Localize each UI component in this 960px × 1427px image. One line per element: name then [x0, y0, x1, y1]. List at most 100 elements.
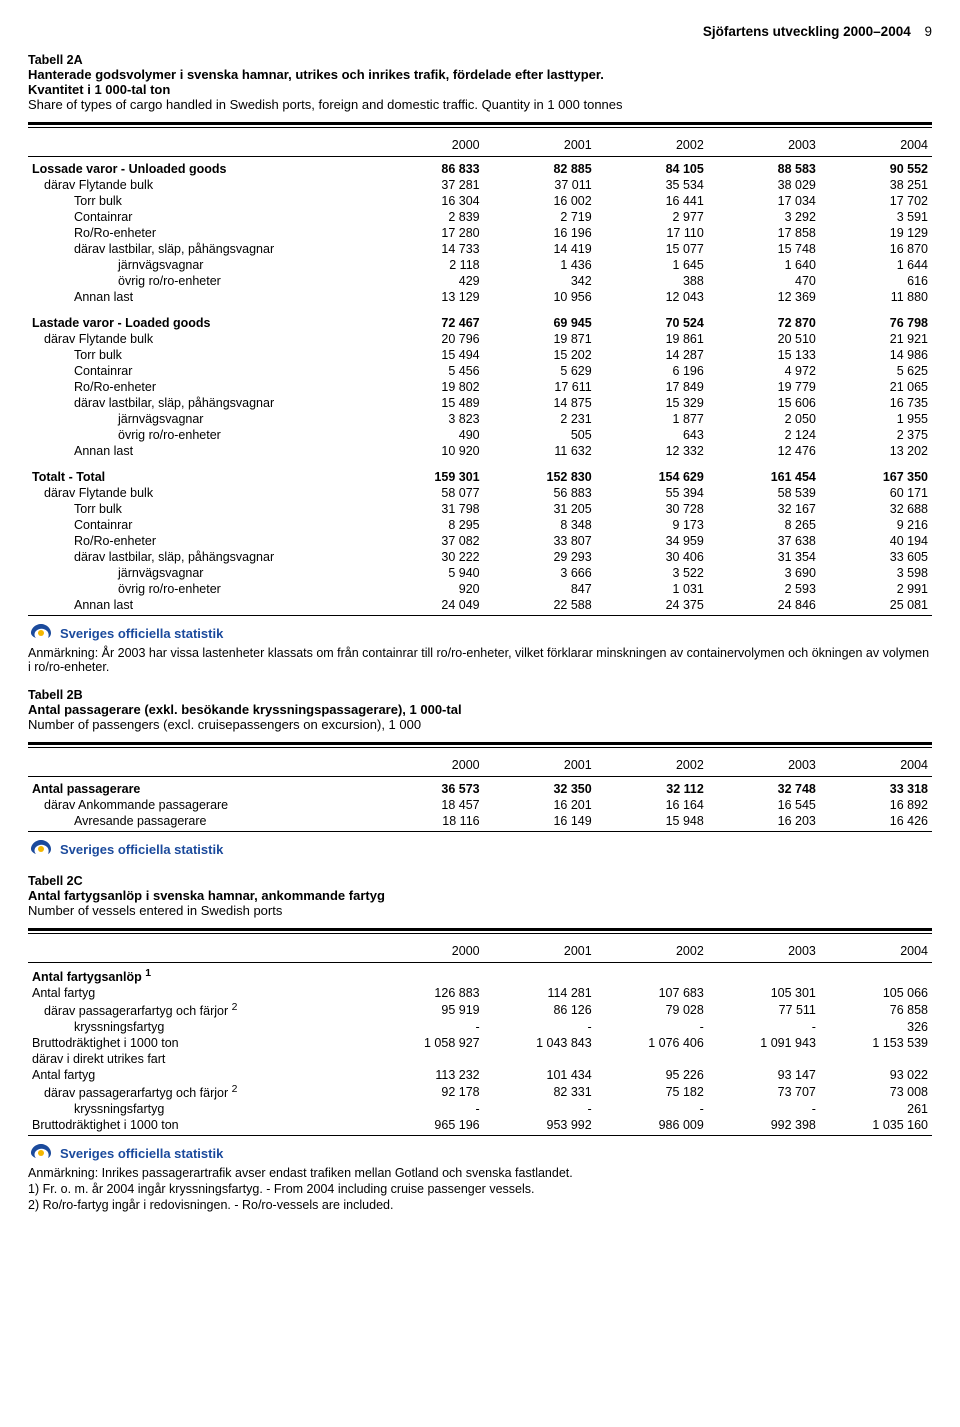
table-row: Containrar8 2958 3489 1738 2659 216: [28, 517, 932, 533]
row-label: Ro/Ro-enheter: [28, 225, 372, 241]
cell: 9 216: [820, 517, 932, 533]
row-label: järnvägsvagnar: [28, 411, 372, 427]
header-title: Sjöfartens utveckling 2000–2004: [703, 24, 911, 39]
table-2b-block: Tabell 2B Antal passagerare (exkl. besök…: [28, 688, 932, 860]
cell: 31 798: [372, 501, 484, 517]
logo-text: Sveriges officiella statistik: [60, 1146, 223, 1161]
cell: 76 798: [820, 315, 932, 331]
table-row: Containrar5 4565 6296 1964 9725 625: [28, 363, 932, 379]
table-row: Annan last10 92011 63212 33212 47613 202: [28, 443, 932, 459]
cell: 12 332: [596, 443, 708, 459]
table-2c-title-sv: Antal fartygsanlöp i svenska hamnar, ank…: [28, 888, 385, 903]
cell: 95 226: [596, 1067, 708, 1083]
cell: 16 441: [596, 193, 708, 209]
cell: 72 467: [372, 315, 484, 331]
cell: 95 919: [372, 1001, 484, 1019]
table-row: Bruttodräktighet i 1000 ton1 058 9271 04…: [28, 1035, 932, 1051]
table-row: därav lastbilar, släp, påhängsvagnar15 4…: [28, 395, 932, 411]
cell: 38 029: [708, 177, 820, 193]
cell: 15 489: [372, 395, 484, 411]
table-2a-title-sv: Hanterade godsvolymer i svenska hamnar, …: [28, 67, 604, 82]
row-label: Torr bulk: [28, 347, 372, 363]
page-header: Sjöfartens utveckling 2000–2004 9: [28, 24, 932, 39]
cell: 342: [484, 273, 596, 289]
cell: 953 992: [484, 1117, 596, 1133]
cell: 2 375: [820, 427, 932, 443]
cell: 986 009: [596, 1117, 708, 1133]
cell: 6 196: [596, 363, 708, 379]
cell: [484, 1051, 596, 1067]
cell: 3 690: [708, 565, 820, 581]
table-2b-id: Tabell 2B: [28, 688, 83, 702]
cell: 82 331: [484, 1083, 596, 1101]
cell: [708, 1051, 820, 1067]
table-row: Antal fartygsanlöp 1: [28, 967, 932, 985]
cell: 5 629: [484, 363, 596, 379]
cell: 1 153 539: [820, 1035, 932, 1051]
cell: 32 350: [484, 781, 596, 797]
cell: 12 369: [708, 289, 820, 305]
cell: 16 149: [484, 813, 596, 829]
row-label: Lossade varor - Unloaded goods: [28, 161, 372, 177]
cell: 32 112: [596, 781, 708, 797]
cell: 14 986: [820, 347, 932, 363]
cell: 17 858: [708, 225, 820, 241]
cell: 2 991: [820, 581, 932, 597]
year-col: 2001: [484, 134, 596, 157]
table-row: Ro/Ro-enheter37 08233 80734 95937 63840 …: [28, 533, 932, 549]
cell: 3 591: [820, 209, 932, 225]
cell: 24 049: [372, 597, 484, 613]
cell: 11 880: [820, 289, 932, 305]
row-label: därav passagerarfartyg och färjor 2: [28, 1083, 372, 1101]
cell: -: [708, 1019, 820, 1035]
cell: 114 281: [484, 985, 596, 1001]
table-2c-note1: Anmärkning: Inrikes passagerartrafik avs…: [28, 1166, 932, 1180]
cell: 643: [596, 427, 708, 443]
table-row: därav passagerarfartyg och färjor 295 91…: [28, 1001, 932, 1019]
row-label: Bruttodräktighet i 1000 ton: [28, 1117, 372, 1133]
row-label: därav lastbilar, släp, påhängsvagnar: [28, 549, 372, 565]
row-label: Antal fartyg: [28, 1067, 372, 1083]
cell: 1 091 943: [708, 1035, 820, 1051]
logo-text: Sveriges officiella statistik: [60, 842, 223, 857]
cell: 14 419: [484, 241, 596, 257]
table-row: övrig ro/ro-enheter9208471 0312 5932 991: [28, 581, 932, 597]
cell: 5 940: [372, 565, 484, 581]
cell: 2 593: [708, 581, 820, 597]
cell: [596, 967, 708, 985]
row-label: därav lastbilar, släp, påhängsvagnar: [28, 395, 372, 411]
cell: 37 281: [372, 177, 484, 193]
row-label: Antal fartyg: [28, 985, 372, 1001]
cell: 15 133: [708, 347, 820, 363]
cell: 107 683: [596, 985, 708, 1001]
cell: 93 147: [708, 1067, 820, 1083]
year-col: 2000: [372, 754, 484, 777]
table-row: därav Ankommande passagerare18 45716 201…: [28, 797, 932, 813]
cell: 8 295: [372, 517, 484, 533]
cell: 1 031: [596, 581, 708, 597]
year-col: 2000: [372, 134, 484, 157]
table-2a-id: Tabell 2A: [28, 53, 83, 67]
scb-logo-icon: [28, 622, 54, 644]
cell: 16 870: [820, 241, 932, 257]
cell: 3 292: [708, 209, 820, 225]
cell: 16 002: [484, 193, 596, 209]
cell: 18 457: [372, 797, 484, 813]
cell: 105 066: [820, 985, 932, 1001]
cell: 1 645: [596, 257, 708, 273]
row-label: Annan last: [28, 289, 372, 305]
scb-logo-icon: [28, 1142, 54, 1164]
cell: 1 043 843: [484, 1035, 596, 1051]
cell: 40 194: [820, 533, 932, 549]
year-col: 2002: [596, 134, 708, 157]
row-label: därav i direkt utrikes fart: [28, 1051, 372, 1067]
cell: 20 510: [708, 331, 820, 347]
table-row: därav Flytande bulk58 07756 88355 39458 …: [28, 485, 932, 501]
table-row: kryssningsfartyg----326: [28, 1019, 932, 1035]
row-label: övrig ro/ro-enheter: [28, 581, 372, 597]
cell: -: [372, 1019, 484, 1035]
year-col: 2004: [820, 754, 932, 777]
cell: 25 081: [820, 597, 932, 613]
cell: 1 640: [708, 257, 820, 273]
cell: 19 779: [708, 379, 820, 395]
